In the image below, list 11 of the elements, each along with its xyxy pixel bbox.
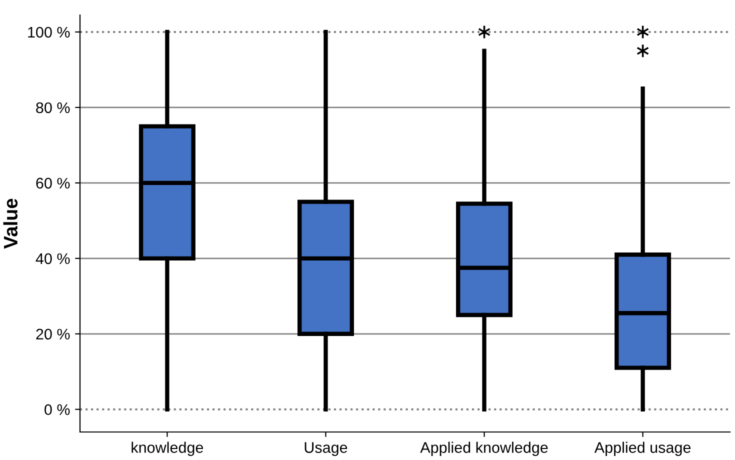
y-axis-title: Value bbox=[3, 198, 18, 249]
y-tick-label: 40 % bbox=[36, 253, 70, 264]
x-tick-label: Applied knowledge bbox=[420, 442, 548, 456]
y-tick-label: 80 % bbox=[36, 102, 70, 114]
x-tick-label: knowledge bbox=[132, 442, 204, 456]
x-tick-label: Applied usage bbox=[594, 442, 691, 456]
y-tick-label: 100 % bbox=[28, 26, 70, 38]
y-tick-label: 20 % bbox=[36, 328, 70, 340]
x-tick-label: Usage bbox=[304, 442, 348, 456]
y-tick-label: 0 % bbox=[44, 404, 70, 416]
y-tick-label: 60 % bbox=[36, 178, 70, 189]
